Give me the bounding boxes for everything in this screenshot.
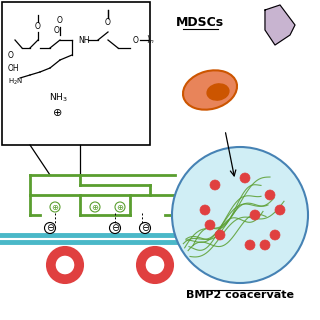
Ellipse shape bbox=[183, 70, 237, 110]
Text: ⊕: ⊕ bbox=[52, 203, 59, 212]
Circle shape bbox=[270, 230, 280, 240]
Circle shape bbox=[265, 190, 275, 200]
Circle shape bbox=[137, 247, 173, 283]
Circle shape bbox=[205, 220, 215, 230]
Circle shape bbox=[275, 205, 285, 215]
Text: H$_2$N: H$_2$N bbox=[8, 77, 23, 87]
Text: BMP2 coacervate: BMP2 coacervate bbox=[186, 290, 294, 300]
Circle shape bbox=[240, 173, 250, 183]
Bar bbox=[2, 2, 150, 145]
Text: O: O bbox=[57, 15, 63, 25]
Circle shape bbox=[172, 147, 308, 283]
Text: ⊕: ⊕ bbox=[116, 203, 124, 212]
Text: O: O bbox=[54, 26, 60, 35]
Circle shape bbox=[145, 255, 165, 275]
Text: ⊕: ⊕ bbox=[92, 203, 99, 212]
Circle shape bbox=[55, 255, 75, 275]
Ellipse shape bbox=[207, 84, 229, 100]
Text: OH: OH bbox=[8, 63, 20, 73]
Text: NH: NH bbox=[78, 36, 90, 44]
Circle shape bbox=[250, 210, 260, 220]
Text: MDSCs: MDSCs bbox=[176, 15, 224, 28]
Text: O: O bbox=[105, 18, 111, 27]
Text: ⊖: ⊖ bbox=[111, 223, 119, 233]
Circle shape bbox=[215, 230, 225, 240]
Circle shape bbox=[47, 247, 83, 283]
Text: $)_n$: $)_n$ bbox=[146, 34, 155, 46]
Circle shape bbox=[260, 240, 270, 250]
Text: O: O bbox=[133, 36, 139, 44]
Circle shape bbox=[200, 205, 210, 215]
Text: NH$_3$: NH$_3$ bbox=[49, 92, 67, 104]
Text: ⊖: ⊖ bbox=[46, 223, 54, 233]
Circle shape bbox=[210, 180, 220, 190]
Text: O: O bbox=[8, 51, 14, 60]
Polygon shape bbox=[265, 5, 295, 45]
Text: ⊖: ⊖ bbox=[141, 223, 149, 233]
Circle shape bbox=[245, 240, 255, 250]
Text: O: O bbox=[35, 21, 41, 30]
Text: ⊕: ⊕ bbox=[53, 108, 63, 118]
